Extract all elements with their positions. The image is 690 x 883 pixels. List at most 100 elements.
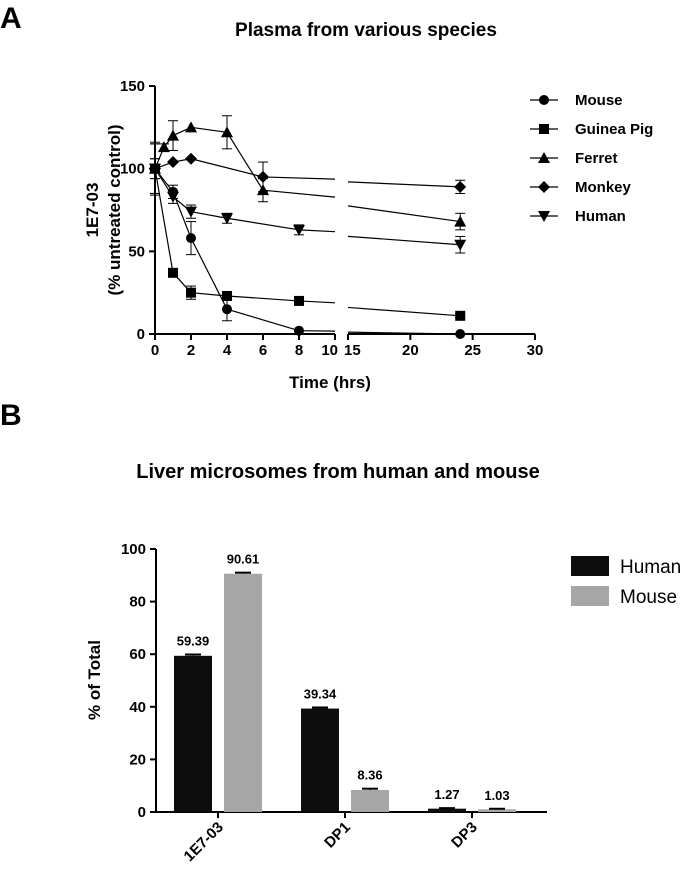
panel-a-x-tick-label: 8 [295, 342, 303, 359]
panel-a-x-axis-label: Time (hrs) [289, 373, 371, 392]
legend-marker-guinea-pig [539, 124, 549, 134]
data-point [167, 191, 179, 203]
panel-b-y-tick-label: 80 [129, 594, 146, 611]
data-label-mouse-dp3: 1.03 [484, 788, 509, 803]
series-line-segment [190, 126, 228, 133]
data-label-mouse-1e7-03: 90.61 [227, 552, 260, 567]
panel-a-x-tick-label: 30 [527, 342, 544, 359]
legend-label-guinea-pig: Guinea Pig [575, 121, 653, 138]
series-line-segment [262, 189, 336, 198]
legend-label-human: Human [620, 557, 681, 578]
bar-human-1e7-03 [174, 655, 212, 812]
panel-a-label: A [0, 2, 22, 35]
data-point [186, 287, 196, 298]
data-point [222, 290, 232, 301]
data-point [186, 233, 196, 244]
panel-a-x-tick-label: 10 [321, 342, 338, 359]
panel-a-y-tick-label: 100 [120, 161, 145, 178]
data-point [454, 180, 467, 193]
series-line-segment [298, 300, 336, 304]
data-point [168, 267, 178, 278]
data-point [185, 121, 197, 133]
data-point [455, 329, 466, 339]
legend-marker-human [538, 211, 550, 222]
panel-b-label: B [0, 399, 22, 432]
legend-marker-monkey [538, 181, 550, 193]
data-point [185, 206, 197, 218]
data-label-human-dp3: 1.27 [434, 787, 459, 802]
series-line-segment [226, 295, 300, 302]
panel-b-y-tick-label: 60 [129, 646, 146, 663]
data-point [167, 129, 179, 141]
panel-a-x-tick-label: 4 [223, 342, 232, 359]
series-line-segment [347, 235, 461, 246]
data-point [167, 156, 179, 169]
panel-a-x-tick-label: 25 [464, 342, 481, 359]
panel-b-y-axis-label: % of Total [85, 640, 104, 720]
legend-label-mouse: Mouse [620, 587, 677, 608]
series-line-segment [190, 158, 264, 178]
panel-b-y-tick-label: 20 [129, 751, 146, 768]
panel-b-x-tick-label-dp3: DP3 [448, 819, 481, 852]
panel-a-y-tick-label: 150 [120, 78, 145, 95]
series-line-segment [190, 211, 228, 219]
data-point [185, 152, 197, 165]
data-point [294, 325, 304, 336]
panel-a-series-mouse [150, 158, 466, 339]
legend-swatch-mouse [571, 586, 609, 606]
panel-b-y-tick-label: 0 [138, 804, 146, 821]
bar-mouse-1e7-03 [224, 573, 262, 812]
panel-a-legend: Mouse Guinea Pig Ferret Monkey Human [530, 92, 653, 225]
panel-a-y-tick-label: 0 [137, 326, 145, 343]
legend-marker-ferret [538, 152, 550, 163]
series-line-segment [347, 205, 461, 223]
panel-a-x-tick-label: 20 [402, 342, 419, 359]
legend-marker-mouse [539, 95, 549, 105]
data-point [158, 141, 170, 153]
panel-b-legend: Human Mouse [571, 556, 681, 608]
panel-b-x-tick-label-1e7-03: 1E7-03 [181, 819, 227, 865]
series-line-segment [298, 229, 336, 233]
series-line-segment [347, 181, 461, 188]
panel-b-title: Liver microsomes from human and mouse [136, 461, 539, 483]
data-point [222, 304, 232, 315]
panel-a-series-guinea-pig [150, 158, 466, 321]
bar-mouse-dp1 [351, 790, 389, 812]
series-line-segment [347, 331, 461, 335]
legend-label-mouse: Mouse [575, 92, 623, 109]
data-point [454, 215, 467, 227]
panel-a-x-tick-label: 15 [344, 342, 361, 359]
data-point [221, 213, 233, 225]
data-point [294, 295, 304, 306]
data-label-mouse-dp1: 8.36 [357, 768, 382, 783]
panel-a-title: Plasma from various species [235, 20, 497, 41]
data-point [293, 224, 305, 236]
panel-a-y-axis-label: 1E7-03 (% untreated control) [83, 125, 124, 296]
legend-label-human: Human [575, 208, 626, 225]
data-point [149, 163, 161, 175]
bar-mouse-dp3 [478, 809, 516, 812]
data-label-human-dp1: 39.34 [304, 686, 337, 701]
data-label-human-1e7-03: 59.39 [177, 633, 210, 648]
panel-a-ylabel-line2: (% untreated control) [105, 125, 124, 296]
panel-a-x-tick-label: 0 [151, 342, 159, 359]
panel-b-y-tick-label: 100 [121, 541, 146, 558]
panel-a-series-human [149, 143, 467, 254]
legend-swatch-human [571, 556, 609, 576]
data-point [221, 126, 233, 138]
series-line-segment [226, 217, 300, 231]
panel-a-x-tick-label: 6 [259, 342, 267, 359]
bar-human-dp1 [301, 708, 339, 812]
series-line-segment [190, 237, 228, 310]
series-line-segment [226, 131, 264, 191]
panel-b-plot: 0 20 40 60 80 100 1E7-03 59.39 90.61 DP1 39.34 8.36… [121, 541, 681, 865]
series-line-segment [262, 176, 336, 180]
data-point [454, 239, 467, 251]
data-point [455, 310, 466, 321]
panel-b-x-tick-label-dp1: DP1 [321, 819, 354, 852]
series-line-segment [190, 292, 228, 297]
bar-human-dp3 [428, 808, 466, 812]
legend-label-monkey: Monkey [575, 179, 632, 196]
panel-a-ylabel-line1: 1E7-03 [83, 183, 102, 238]
